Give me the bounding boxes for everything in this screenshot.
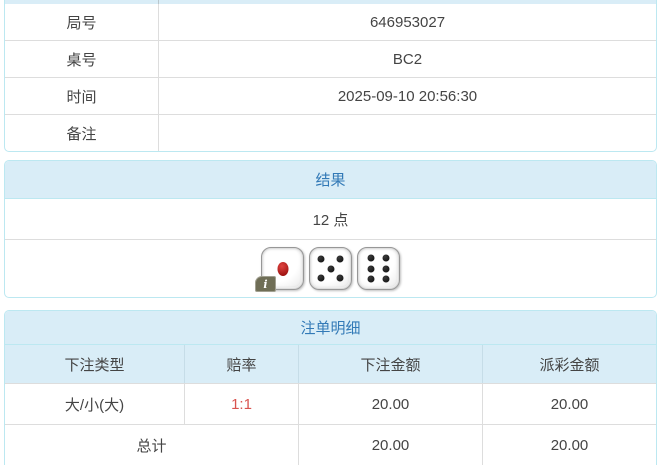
red-pip — [277, 261, 288, 276]
remark-label: 备注 — [5, 115, 159, 151]
black-pip — [367, 254, 375, 262]
info-badge-icon[interactable]: i — [255, 276, 276, 292]
round-number-row: 局号 646953027 — [5, 4, 656, 40]
die-1-icon: i — [255, 247, 304, 292]
result-points: 12 点 — [5, 199, 656, 240]
remark-row: 备注 — [5, 114, 656, 151]
bet-amount: 20.00 — [298, 384, 482, 424]
bet-type: 大/小(大) — [64, 396, 125, 414]
cutoff-header-strip — [5, 0, 656, 4]
dice-container: i — [255, 247, 400, 292]
table-number-label: 桌号 — [5, 41, 159, 77]
time-label: 时间 — [5, 78, 159, 114]
total-bet-amount: 20.00 — [298, 425, 482, 465]
result-panel-title: 结果 — [5, 161, 656, 199]
black-pip — [382, 265, 390, 272]
round-number-value: 646953027 — [369, 13, 446, 31]
black-pip — [317, 255, 325, 263]
remark-value — [159, 115, 656, 151]
round-info-panel: 局号 646953027 桌号 BC2 时间 2025-09-10 20:56:… — [4, 0, 657, 152]
total-payout-amount: 20.00 — [482, 425, 656, 465]
cutoff-header-cell — [5, 0, 159, 4]
black-pip — [367, 275, 375, 283]
bet-total-row: 总计 20.00 20.00 — [5, 424, 656, 465]
col-header-bet-type: 下注类型 — [64, 356, 125, 374]
round-number-label: 局号 — [5, 4, 159, 40]
black-pip — [336, 255, 344, 263]
time-row: 时间 2025-09-10 20:56:30 — [5, 77, 656, 114]
bet-odds: 1:1 — [184, 384, 298, 424]
payout-amount: 20.00 — [482, 384, 656, 424]
bet-table-row: 大/小(大) 1:1 20.00 20.00 — [5, 383, 656, 424]
col-header-payout-amount: 派彩金额 — [482, 345, 656, 383]
result-panel: 结果 12 点 i — [4, 160, 657, 298]
black-pip — [367, 265, 375, 272]
total-label: 总计 — [136, 437, 167, 455]
bet-table-header: 下注类型 赔率 下注金额 派彩金额 — [5, 345, 656, 383]
bet-details-title: 注单明细 — [5, 311, 656, 345]
die-5-icon — [309, 247, 352, 290]
bet-details-panel: 注单明细 下注类型 赔率 下注金额 派彩金额 大/小(大) 1:1 20.00 … — [4, 310, 657, 465]
dice-row: i — [5, 240, 656, 297]
col-header-odds: 赔率 — [184, 345, 298, 383]
time-value: 2025-09-10 20:56:30 — [337, 87, 478, 105]
table-number-row: 桌号 BC2 — [5, 40, 656, 77]
black-pip — [317, 274, 325, 282]
die-6-icon — [357, 247, 400, 290]
black-pip — [382, 254, 390, 262]
black-pip — [327, 265, 334, 272]
table-number-value: BC2 — [392, 50, 423, 68]
col-header-bet-amount: 下注金额 — [298, 345, 482, 383]
black-pip — [336, 274, 344, 282]
black-pip — [382, 275, 390, 283]
